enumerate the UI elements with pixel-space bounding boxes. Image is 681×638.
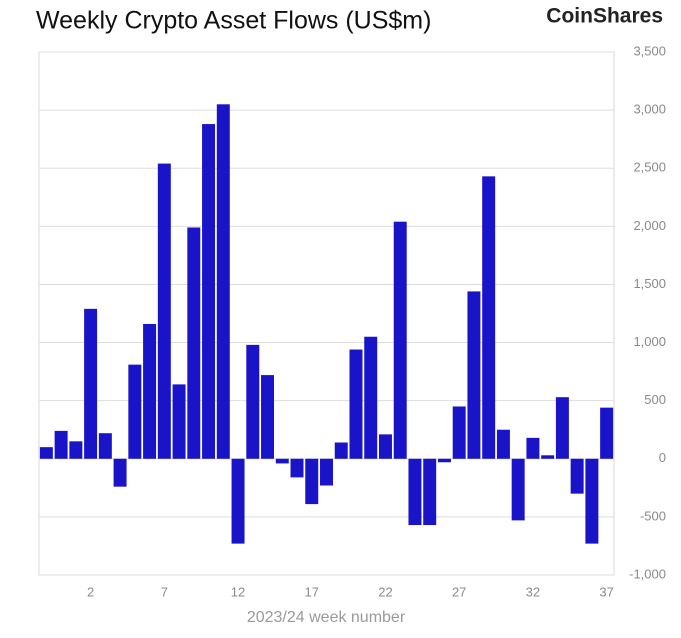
brand-logo: CoinShares — [546, 5, 663, 28]
bar — [320, 458, 333, 486]
bar — [305, 458, 319, 505]
y-tick-label: 2,500 — [633, 160, 666, 175]
bar — [261, 375, 275, 459]
bar — [275, 458, 289, 464]
x-tick-label: 2 — [87, 584, 94, 599]
bar — [231, 458, 245, 544]
bar — [69, 441, 83, 459]
y-tick-label: 1,000 — [633, 334, 666, 349]
bar — [246, 344, 260, 459]
bar — [202, 124, 216, 459]
x-tick-label: 17 — [305, 584, 319, 599]
y-tick-label: 2,000 — [633, 218, 666, 233]
x-tick-label: 22 — [378, 584, 392, 599]
x-tick-label: 12 — [231, 584, 245, 599]
y-tick-label: 1,500 — [633, 276, 666, 291]
plot-frame — [38, 51, 615, 576]
x-tick-label: 32 — [526, 584, 540, 599]
bar — [39, 447, 53, 459]
bar — [423, 458, 437, 526]
bar — [84, 308, 98, 459]
x-tick-label: 37 — [599, 584, 613, 599]
x-tick-label: 27 — [452, 584, 466, 599]
bar — [98, 433, 112, 459]
y-tick-label: 500 — [644, 392, 666, 407]
bar — [496, 429, 510, 459]
bar — [408, 458, 422, 526]
x-axis-label: 2023/24 week number — [247, 609, 406, 626]
y-tick-label: -500 — [640, 508, 666, 523]
bar — [334, 442, 348, 459]
bar — [216, 104, 230, 459]
y-tick-label: -1,000 — [629, 566, 666, 581]
bar — [128, 364, 142, 459]
bar — [511, 458, 525, 521]
bar — [187, 227, 201, 459]
bar — [452, 406, 466, 459]
bar — [172, 384, 186, 459]
bar — [54, 430, 68, 459]
bar — [482, 176, 496, 459]
bar — [600, 407, 614, 459]
bar — [467, 291, 481, 459]
chart-title: Weekly Crypto Asset Flows (US$m) — [36, 7, 431, 35]
bar — [437, 458, 451, 463]
bar — [393, 221, 407, 459]
y-tick-label: 3,500 — [633, 43, 666, 58]
bar — [526, 437, 540, 459]
y-tick-label: 0 — [659, 450, 666, 465]
bar — [364, 336, 378, 459]
bar — [143, 323, 157, 459]
y-tick-label: 3,000 — [633, 102, 666, 117]
bar — [349, 349, 363, 459]
bar — [541, 455, 555, 459]
bar — [113, 458, 127, 487]
bar — [570, 458, 584, 494]
x-tick-label: 7 — [161, 584, 168, 599]
bar — [157, 163, 171, 459]
bar — [555, 397, 569, 459]
bar — [290, 458, 304, 478]
bar — [378, 434, 392, 459]
bar — [585, 458, 599, 544]
